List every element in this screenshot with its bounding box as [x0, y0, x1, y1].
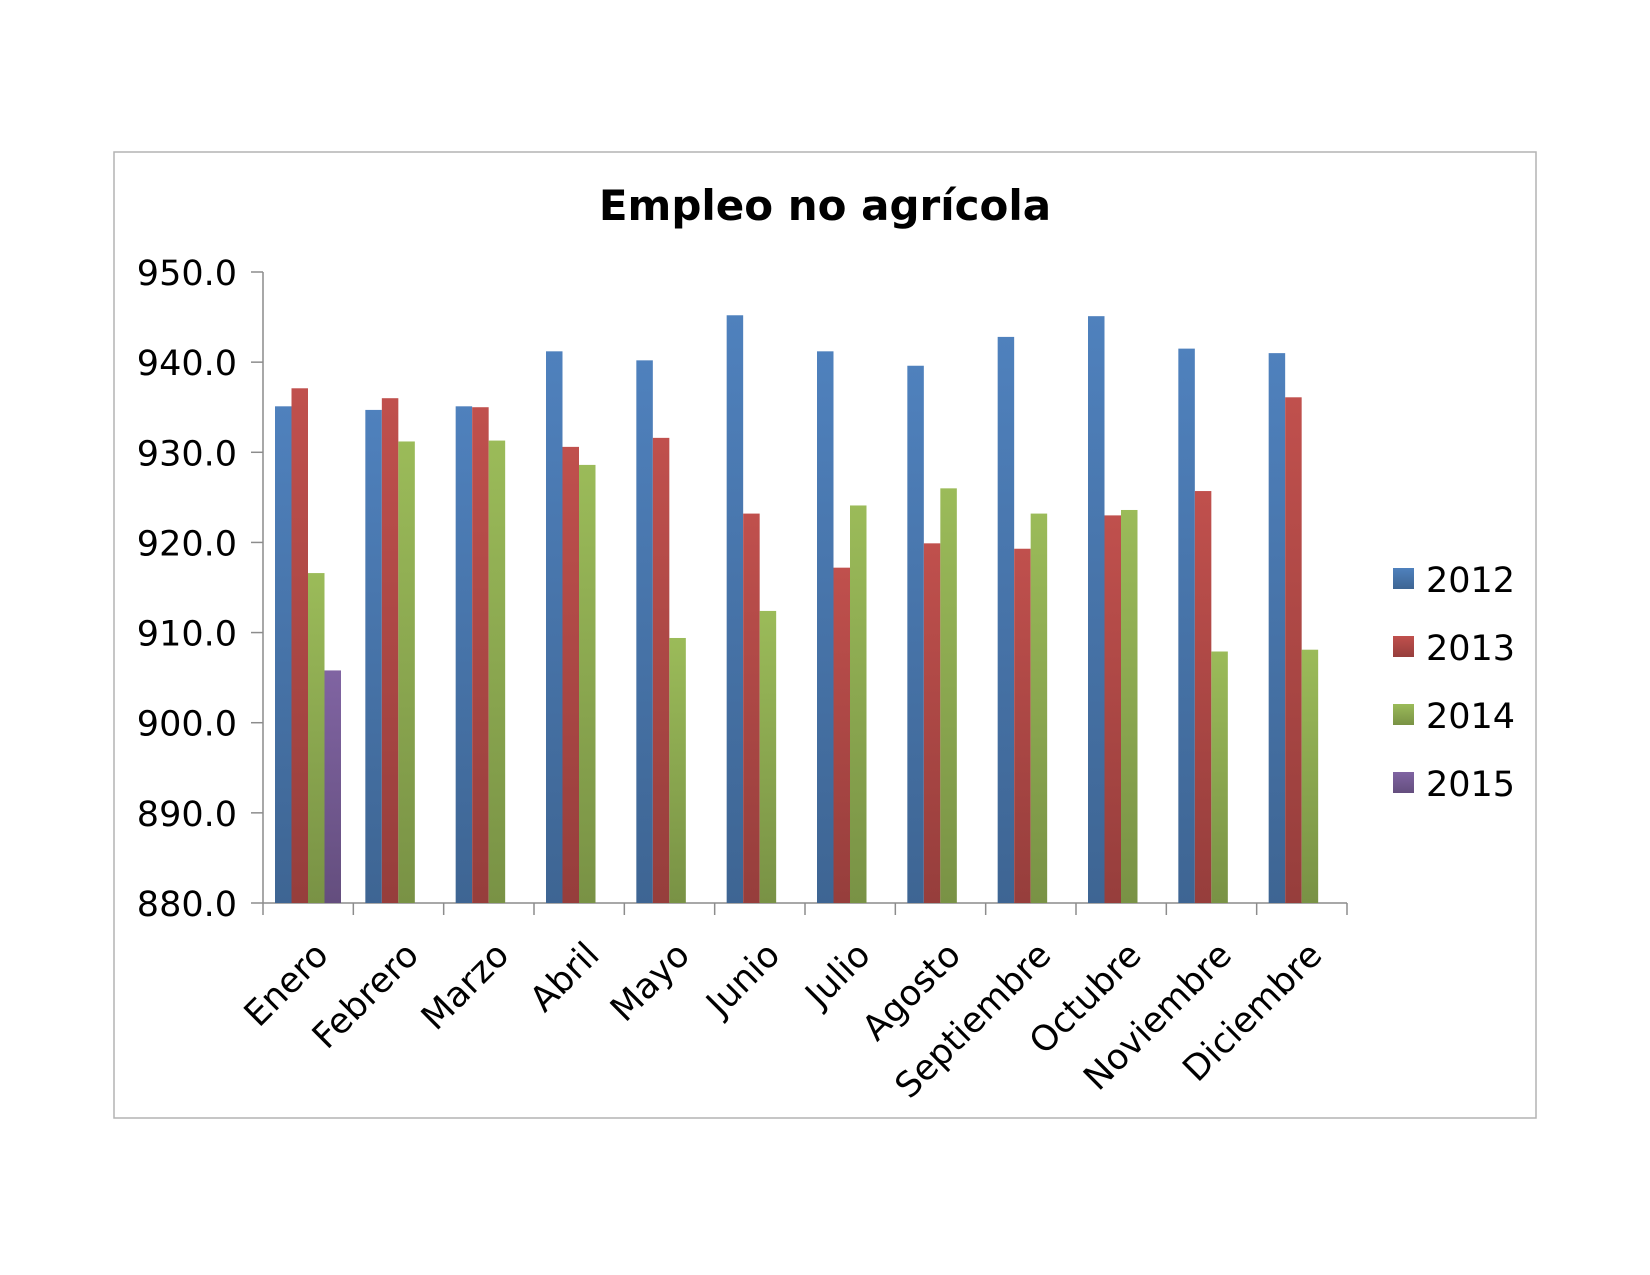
- bar-2012-abril: [546, 351, 563, 904]
- bar-2012-marzo: [455, 406, 473, 903]
- bar-2013-mayo: [652, 437, 670, 903]
- bar-2014-febrero: [398, 441, 415, 903]
- y-tick-label: 900.0: [137, 705, 237, 745]
- bar-2012-noviembre: [1178, 348, 1195, 903]
- legend-swatch-2013: [1393, 636, 1414, 657]
- bar-2014-noviembre: [1211, 651, 1228, 903]
- bar-2014-marzo: [488, 440, 506, 903]
- chart-title: Empleo no agrícola: [599, 181, 1051, 230]
- bar-2012-enero: [275, 406, 292, 903]
- y-tick-label: 910.0: [137, 615, 237, 655]
- y-tick-label: 890.0: [137, 795, 237, 835]
- bar-2012-mayo: [636, 360, 653, 904]
- bar-2013-abril: [562, 446, 579, 903]
- bar-2013-julio: [833, 567, 850, 903]
- y-tick-label: 930.0: [137, 434, 237, 474]
- legend-label-2014: 2014: [1426, 697, 1515, 737]
- bar-2014-mayo: [669, 637, 686, 903]
- legend-label-2013: 2013: [1426, 629, 1515, 669]
- bar-2012-febrero: [365, 409, 382, 903]
- bar-2013-junio: [743, 513, 760, 903]
- bar-2013-octubre: [1104, 515, 1121, 903]
- y-tick-label: 920.0: [137, 524, 237, 564]
- bar-2012-julio: [817, 351, 834, 904]
- axes: 950.0 940.0 930.0 920.0 910.0 900.0 890.0 880.0: [137, 254, 1348, 925]
- bar-2014-enero: [308, 573, 325, 903]
- bars: [275, 315, 1319, 904]
- bar-2014-junio: [759, 610, 777, 903]
- y-tick-label: 940.0: [137, 344, 237, 384]
- bar-2013-enero: [291, 388, 308, 903]
- bar-2013-marzo: [472, 407, 489, 903]
- bar-2015-enero: [324, 670, 341, 903]
- bar-2012-octubre: [1088, 316, 1105, 903]
- bar-2012-agosto: [907, 365, 924, 904]
- bar-2014-julio: [850, 505, 867, 903]
- bar-2012-diciembre: [1268, 353, 1286, 904]
- bar-2012-junio: [726, 315, 744, 904]
- legend-swatch-2014: [1393, 704, 1414, 725]
- legend-label-2015: 2015: [1426, 765, 1515, 805]
- legend-label-2012: 2012: [1426, 561, 1515, 601]
- bar-2014-septiembre: [1030, 513, 1048, 903]
- bar-2014-diciembre: [1301, 649, 1319, 903]
- bar-2014-octubre: [1121, 509, 1138, 903]
- bar-2014-agosto: [940, 488, 957, 903]
- y-tick-label: 950.0: [137, 254, 237, 294]
- bar-2013-diciembre: [1285, 397, 1302, 903]
- legend-swatch-2015: [1393, 772, 1414, 793]
- y-tick-label: 880.0: [137, 885, 237, 925]
- bar-2013-septiembre: [1014, 548, 1031, 903]
- legend-swatch-2012: [1393, 568, 1414, 589]
- bar-2013-agosto: [923, 543, 941, 903]
- bar-2012-septiembre: [997, 336, 1015, 904]
- bar-2013-febrero: [381, 398, 399, 903]
- bar-2014-abril: [579, 464, 596, 903]
- bar-2013-noviembre: [1194, 491, 1212, 903]
- legend: 2012 2013 2014 2015: [1393, 561, 1515, 805]
